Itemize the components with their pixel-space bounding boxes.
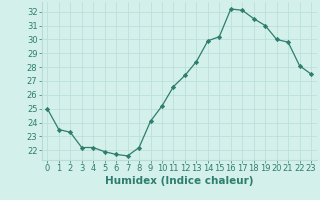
X-axis label: Humidex (Indice chaleur): Humidex (Indice chaleur) (105, 176, 253, 186)
